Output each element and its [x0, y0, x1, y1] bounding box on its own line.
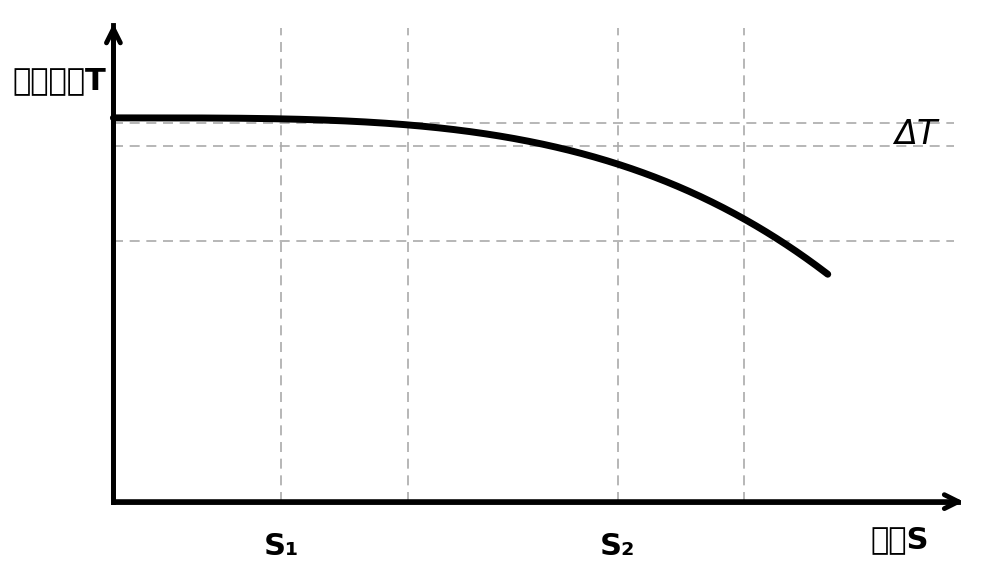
- Text: 盘管温度T: 盘管温度T: [13, 66, 106, 95]
- Text: 时间S: 时间S: [870, 525, 929, 554]
- Text: S₂: S₂: [600, 532, 635, 561]
- Text: ΔT: ΔT: [894, 118, 937, 151]
- Text: S₁: S₁: [264, 532, 299, 561]
